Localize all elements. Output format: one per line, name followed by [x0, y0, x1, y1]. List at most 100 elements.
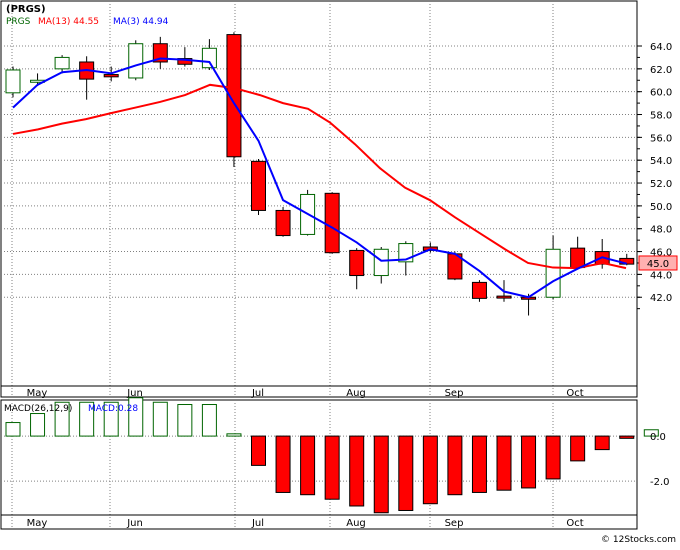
candle	[275, 207, 291, 237]
price-legend: PRGS MA(13) 44.55 MA(3) 44.94	[6, 17, 169, 27]
macd-bar-positive	[226, 433, 242, 437]
y-tick-label: 64.0	[650, 42, 672, 53]
month-tick-label: Aug	[346, 518, 366, 529]
y-tick-label: 52.0	[650, 179, 672, 190]
candle-body-up	[5, 69, 21, 94]
candle-body-up	[54, 56, 70, 70]
month-tick-label: Jul	[251, 388, 264, 399]
candle-body-down	[177, 58, 193, 65]
macd-bar-negative	[373, 435, 389, 514]
candle	[471, 280, 487, 302]
macd-bar-negative	[398, 435, 414, 511]
month-tick-label: May	[27, 518, 48, 529]
candle	[226, 32, 242, 168]
y-tick-label: 42.0	[650, 293, 672, 304]
month-tick-label: Jun	[126, 518, 143, 529]
candle	[54, 55, 70, 74]
macd-bar-positive	[5, 422, 21, 437]
y-tick-label: 46.0	[650, 248, 672, 259]
macd-bar-positive	[643, 429, 659, 437]
macd-bar-positive	[152, 401, 168, 437]
macd-bar-negative	[619, 435, 635, 439]
legend-entry: MA(13) 44.55	[38, 17, 99, 27]
macd-bar-negative	[570, 435, 586, 462]
month-tick-label: Aug	[346, 388, 366, 399]
chart-title: (PRGS)	[6, 4, 46, 15]
macd-bar-negative	[349, 435, 365, 507]
y-tick-label: 50.0	[650, 202, 672, 213]
y-tick-label: 48.0	[650, 225, 672, 236]
month-tick-label: Oct	[566, 388, 583, 399]
macd-bar-negative	[324, 435, 340, 500]
macd-bar-negative	[447, 435, 463, 496]
macd-bar-positive	[79, 401, 95, 437]
price-panel	[0, 0, 638, 398]
macd-bar-negative	[275, 435, 291, 493]
candle-body-down	[152, 43, 168, 63]
macd-tick-label: -2.0	[650, 477, 670, 488]
last-price-box	[638, 255, 678, 271]
macd-bar-negative	[471, 435, 487, 493]
candle-body-up	[373, 248, 389, 277]
macd-bar-negative	[521, 435, 537, 489]
candle	[201, 39, 217, 70]
candle	[152, 36, 168, 69]
month-tick-label: Oct	[566, 518, 583, 529]
candle	[5, 66, 21, 98]
candle	[128, 40, 144, 81]
candle	[324, 192, 340, 254]
candle	[447, 251, 463, 281]
candle-body-down	[275, 209, 291, 237]
month-tick-label: Sep	[445, 388, 464, 399]
month-tick-label: Jun	[126, 388, 143, 399]
macd-bar-positive	[30, 413, 46, 437]
macd-legend-label: MACD(26,12,9)	[4, 404, 72, 414]
candle	[177, 47, 193, 67]
candle-body-down	[226, 34, 242, 158]
candle-body-up	[545, 248, 561, 298]
last-price-label: 45.0	[647, 259, 669, 270]
macd-bar-positive	[103, 401, 119, 437]
ma3-line	[12, 57, 628, 299]
candle-body-down	[103, 74, 119, 78]
y-tick-label: 44.0	[650, 270, 672, 281]
candle-body-down	[251, 160, 266, 211]
macd-bar-positive	[201, 404, 217, 437]
y-tick-label: 56.0	[650, 133, 672, 144]
macd-bar-negative	[300, 435, 316, 496]
candle	[251, 159, 266, 216]
candle-body-down	[496, 295, 512, 299]
macd-legend-value: MACD:0.28	[88, 404, 138, 414]
macd-bar-negative	[496, 435, 512, 491]
macd-bar-negative	[545, 435, 561, 480]
macd-bar-negative	[422, 435, 438, 505]
y-tick-label: 54.0	[650, 156, 672, 167]
candle-body-down	[570, 247, 586, 269]
ma13-line	[12, 83, 627, 270]
month-tick-label: Sep	[445, 518, 464, 529]
candle-body-up	[128, 43, 144, 79]
legend-entry: PRGS	[6, 17, 31, 27]
y-tick-label: 58.0	[650, 111, 672, 122]
macd-bar-positive	[177, 404, 193, 437]
candle-body-down	[471, 281, 487, 299]
month-tick-label: Jul	[251, 518, 264, 529]
macd-bar-positive	[128, 397, 144, 437]
macd-panel	[0, 399, 638, 530]
macd-bar-negative	[251, 435, 266, 466]
candle-body-down	[324, 192, 340, 254]
legend-entry: MA(3) 44.94	[113, 17, 169, 27]
candle	[349, 248, 365, 290]
watermark-text: © 12Stocks.com	[601, 535, 676, 545]
candle-body-down	[349, 249, 365, 277]
macd-tick-label: 0.0	[650, 432, 666, 443]
macd-bar-negative	[594, 435, 610, 451]
y-tick-label: 62.0	[650, 65, 672, 76]
month-tick-label: May	[27, 388, 48, 399]
candle	[373, 246, 389, 284]
macd-bar-positive	[54, 401, 70, 437]
y-tick-label: 60.0	[650, 88, 672, 99]
candle-body-up	[201, 47, 217, 69]
